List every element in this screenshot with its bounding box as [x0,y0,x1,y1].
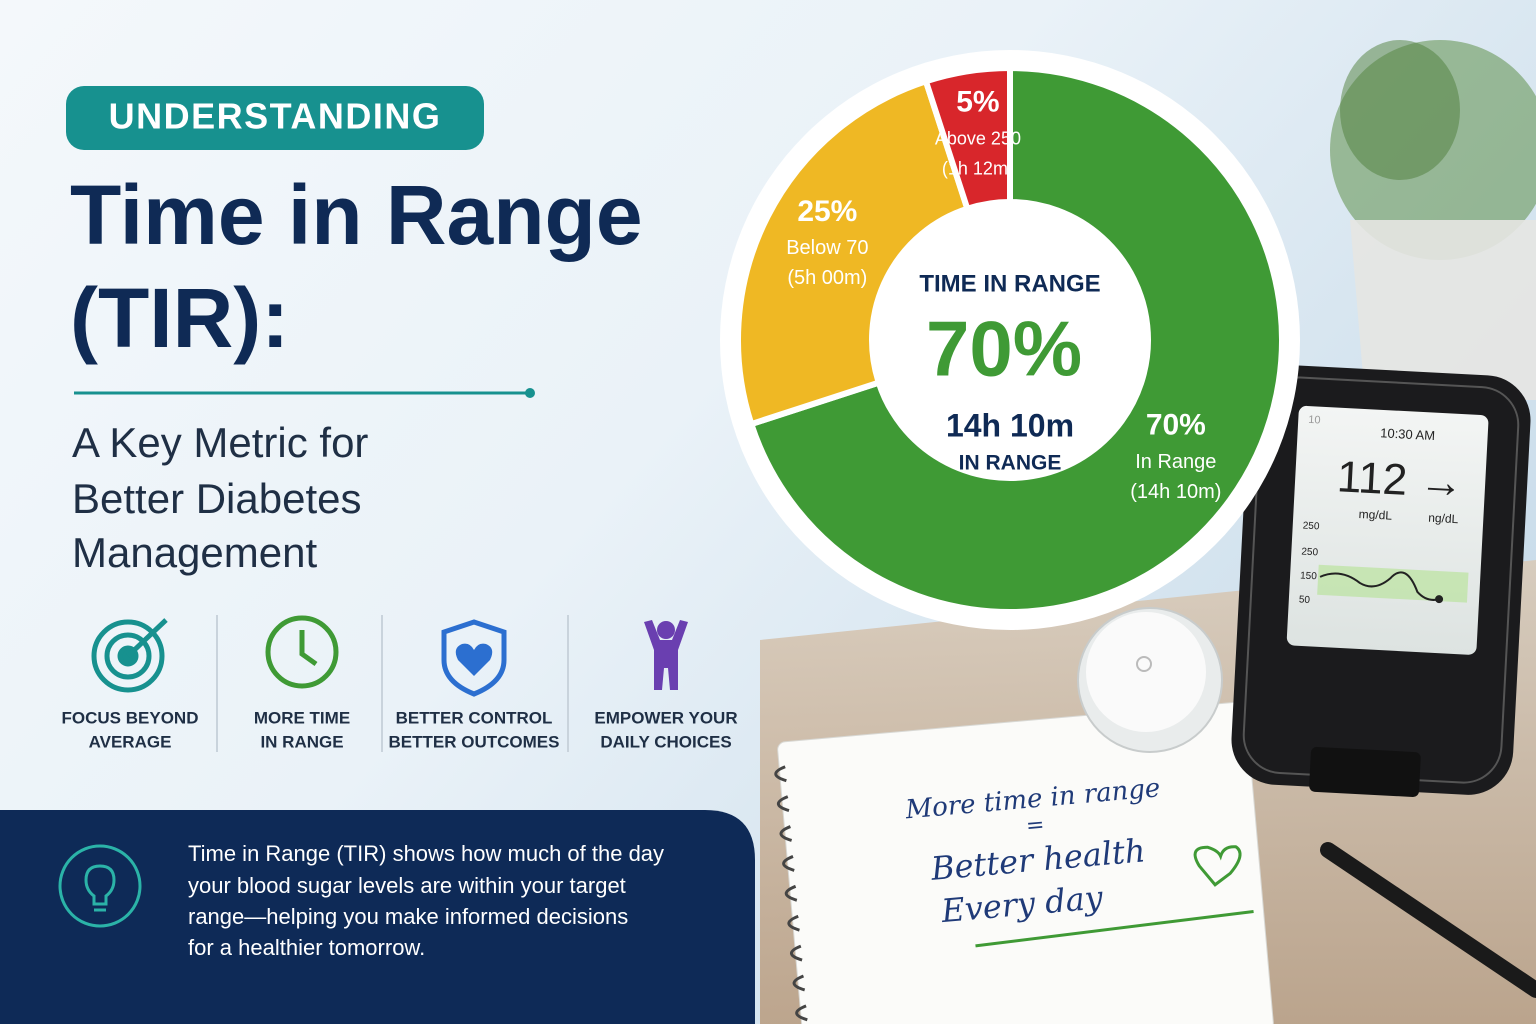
slice-category: In Range [1135,451,1216,473]
subtitle-line: Better Diabetes [72,475,362,522]
slice-duration: (1h 12m) [942,158,1014,178]
title-line: Time in Range [70,168,643,262]
info-line: for a healthier tomorrow. [188,935,425,960]
slice-category: Below 70 [786,237,868,259]
slice-percent: 5% [956,85,999,118]
feature-icons [91,615,688,697]
shield-icon [441,619,507,697]
feature-label: IN RANGE [260,732,343,751]
subtitle-line: Management [72,529,317,576]
meter-reading: 112 → [1336,452,1465,508]
feature-label: EMPOWER YOUR [594,708,737,727]
donut-slice [747,64,1285,615]
clock-icon [265,615,339,689]
info-line: range—helping you make informed decision… [188,904,628,929]
meter-axis-label: 50 [1299,594,1311,606]
person-icon [644,620,688,690]
center-caption: IN RANGE [959,452,1062,475]
note-line: = [1025,812,1046,839]
info-line: Time in Range (TIR) shows how much of th… [188,841,664,866]
donut-chart: 70% In Range (14h 10m) 25% Below 70 (5h 00m) 5… [720,50,1300,630]
glucose-meter: 10 10:30 AM 112 → mg/dL ng/dL 250 250 15… [1231,365,1531,798]
center-duration: 14h 10m [946,407,1074,443]
slice-duration: (14h 10m) [1130,481,1221,503]
slice-percent: 25% [797,195,857,228]
meter-corner: 10 [1308,414,1321,427]
center-heading: TIME IN RANGE [919,270,1100,297]
title-line: (TIR): [70,271,289,365]
feature-label: DAILY CHOICES [600,732,731,751]
feature-label: BETTER OUTCOMES [389,732,560,751]
sensor [1077,607,1223,753]
badge [66,86,484,150]
meter-unit: ng/dL [1428,511,1459,527]
meter-unit: mg/dL [1358,507,1392,523]
badge-text: UNDERSTANDING [109,96,442,137]
pen [1320,842,1536,998]
slice-category: Above 250 [935,128,1021,148]
meter-axis-label: 250 [1302,521,1320,533]
feature-label: BETTER CONTROL [396,708,553,727]
target-icon [91,618,168,693]
meter-time: 10:30 AM [1380,425,1436,443]
feature-label: FOCUS BEYOND [62,708,199,727]
meter-axis-label: 150 [1300,570,1318,582]
slice-duration: (5h 00m) [787,267,867,289]
subtitle-line: A Key Metric for [72,419,368,466]
slice-percent: 70% [1146,408,1206,441]
info-line: your blood sugar levels are within your … [188,873,626,898]
feature-label: AVERAGE [89,732,172,751]
donut-slice [922,64,1013,213]
divider-dot [525,388,535,398]
bulb-icon [58,844,142,928]
plant [1330,40,1536,400]
donut-hole [875,205,1145,475]
meter-axis-label: 250 [1301,546,1319,558]
donut-slice [735,77,972,428]
center-value: 70% [926,305,1082,393]
notebook: More time in range = Better health Every… [774,701,1274,1024]
info-panel [0,810,755,1024]
feature-label: MORE TIME [254,708,350,727]
